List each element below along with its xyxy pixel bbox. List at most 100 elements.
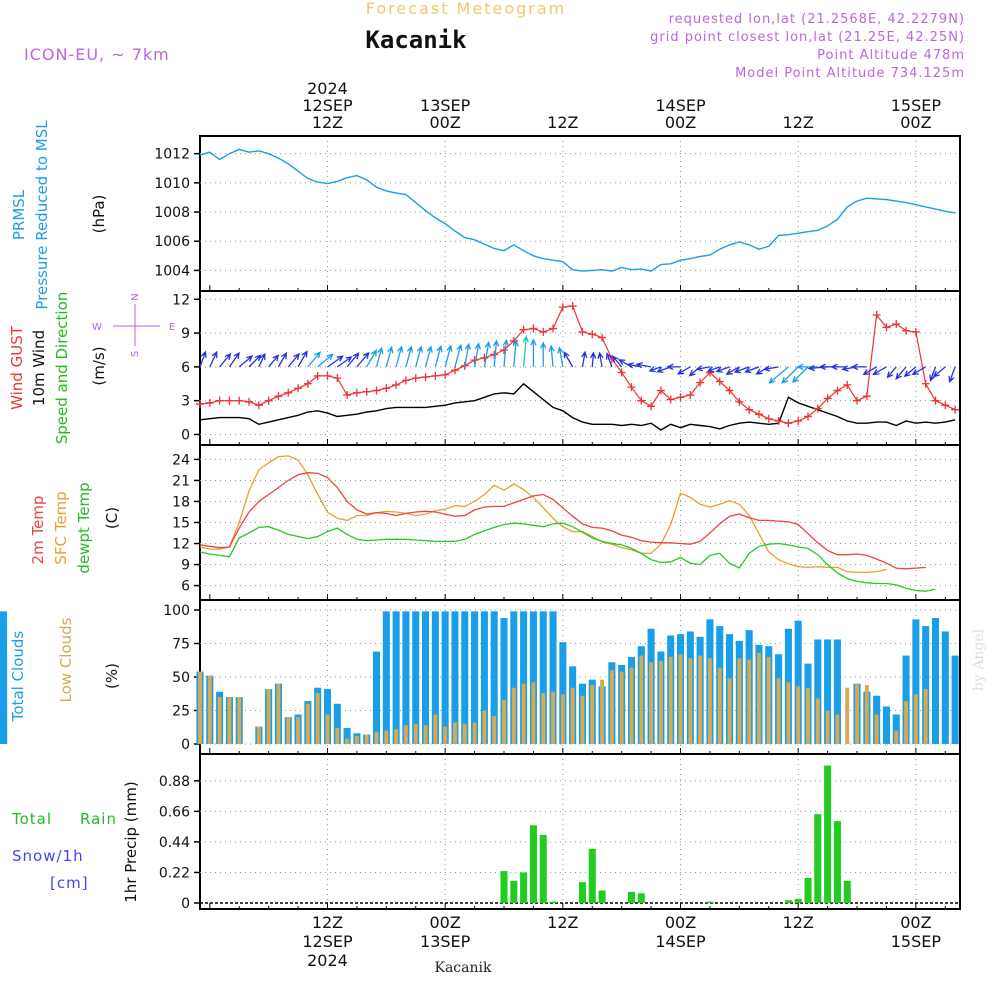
total-clouds-bar xyxy=(892,714,900,744)
wind-direction-arrow xyxy=(512,339,519,367)
wind-direction-arrow xyxy=(415,345,423,368)
precip-ytick-label: 0.66 xyxy=(159,804,190,820)
low-clouds-bar xyxy=(345,738,350,744)
low-clouds-bar xyxy=(413,723,418,744)
wind-direction-arrow xyxy=(434,344,443,368)
wind-direction-arrow xyxy=(563,351,574,368)
wind-direction-arrow xyxy=(762,365,779,372)
low-clouds-bar xyxy=(825,710,830,744)
low-clouds-bar xyxy=(913,694,918,744)
pressure-label-prmsl: PRMSL xyxy=(10,189,28,240)
temp-ytick-label: 21 xyxy=(172,473,190,489)
low-clouds-bar xyxy=(894,730,899,744)
wind-gust-marker xyxy=(480,353,489,362)
low-clouds-bar xyxy=(923,689,928,744)
wind-label-gust: Wind GUST xyxy=(8,325,26,410)
low-clouds-bar xyxy=(668,656,673,744)
low-clouds-bar xyxy=(217,697,222,744)
total-clouds-bar xyxy=(431,611,439,744)
wind-ytick-label: 12 xyxy=(172,292,190,308)
low-clouds-bar xyxy=(521,683,526,744)
total-clouds-bar xyxy=(833,639,841,744)
pressure-ytick-label: 1006 xyxy=(154,234,190,250)
low-clouds-bar xyxy=(766,656,771,744)
watermark: by Angel xyxy=(971,628,987,691)
low-clouds-bar xyxy=(698,655,703,744)
low-clouds-bar xyxy=(502,699,506,744)
precip-label-snow: Snow/1h xyxy=(12,847,84,865)
pressure-ytick-label: 1008 xyxy=(154,205,190,221)
rain-bar xyxy=(500,871,508,903)
wind-direction-arrow xyxy=(502,338,510,367)
rain-bar xyxy=(549,901,557,903)
wind-direction-arrow xyxy=(483,340,491,367)
wind-direction-arrow xyxy=(540,341,547,367)
wind-gust-marker xyxy=(951,405,960,414)
precip-unit: 1hr Precip (mm) xyxy=(122,781,140,902)
wind-direction-arrow xyxy=(743,366,760,374)
wind-gust-marker xyxy=(549,324,558,333)
precip-label-rain: Rain xyxy=(80,810,117,828)
wind-gust-marker xyxy=(303,379,312,388)
temp-ytick-label: 15 xyxy=(172,516,190,532)
footer-location: Kacanik xyxy=(435,960,492,976)
pressure-series-line xyxy=(199,148,956,272)
low-clouds-bar xyxy=(580,695,585,744)
low-clouds-bar xyxy=(207,675,212,744)
total-clouds-bar xyxy=(794,620,802,744)
total-clouds-bar xyxy=(402,611,410,744)
wind-direction-arrow xyxy=(706,366,720,373)
total-clouds-bar xyxy=(510,611,518,744)
low-clouds-bar xyxy=(286,717,291,744)
wind-gust-marker xyxy=(401,376,410,385)
total-clouds-bar xyxy=(500,618,508,744)
wind-gust-marker xyxy=(225,396,234,405)
wind-gust-marker xyxy=(205,398,214,407)
low-clouds-bar xyxy=(600,679,605,744)
total-clouds-bar xyxy=(471,611,479,744)
total-clouds-bar xyxy=(0,611,8,744)
wind-direction-arrow xyxy=(317,353,334,368)
pressure-unit: (hPa) xyxy=(90,195,108,234)
bottom-time-label: 12SEP xyxy=(302,932,353,951)
rain-bar xyxy=(824,765,832,903)
wind-direction-arrow xyxy=(725,366,740,375)
wind-direction-arrow xyxy=(356,351,370,368)
total-clouds-bar xyxy=(333,703,341,744)
wind-direction-arrow xyxy=(781,366,799,384)
wind-gust-marker xyxy=(921,379,930,388)
sfc-temp-line xyxy=(199,455,887,573)
low-clouds-bar xyxy=(492,715,497,744)
low-clouds-bar xyxy=(609,670,614,744)
rain-bar xyxy=(588,848,596,903)
wind-direction-arrow xyxy=(648,366,662,373)
wind-direction-arrow xyxy=(911,366,927,376)
wind-direction-arrow xyxy=(830,363,848,371)
wind-direction-arrow xyxy=(327,355,344,368)
low-clouds-bar xyxy=(256,726,261,744)
rain-bar xyxy=(539,834,547,903)
wind-direction-arrow xyxy=(346,352,360,368)
temp-ytick-label: 24 xyxy=(172,452,190,468)
temp-ytick-label: 6 xyxy=(181,579,190,595)
wind-gust-marker xyxy=(764,414,773,423)
wind-direction-arrow xyxy=(611,355,623,368)
clouds-unit: (%) xyxy=(103,663,121,689)
total-clouds-bar xyxy=(382,611,390,744)
wind-direction-arrow xyxy=(424,345,433,368)
wind-direction-arrow xyxy=(605,352,613,368)
wind-ytick-label: 9 xyxy=(181,326,190,342)
wind-direction-arrow xyxy=(597,351,604,367)
total-clouds-bar xyxy=(412,611,420,744)
wind-gust-marker xyxy=(882,323,891,332)
wind-gust-marker xyxy=(823,394,832,403)
low-clouds-bar xyxy=(354,735,359,744)
wind-gust-marker xyxy=(490,350,499,359)
wind-direction-arrow xyxy=(219,352,232,368)
wind-gust-marker xyxy=(568,302,577,311)
wind-direction-arrow xyxy=(454,343,463,368)
total-clouds-bar xyxy=(451,611,459,744)
wind-gust-marker xyxy=(313,371,322,380)
pressure-ytick-label: 1010 xyxy=(154,176,190,192)
wind-direction-arrow xyxy=(791,366,809,383)
